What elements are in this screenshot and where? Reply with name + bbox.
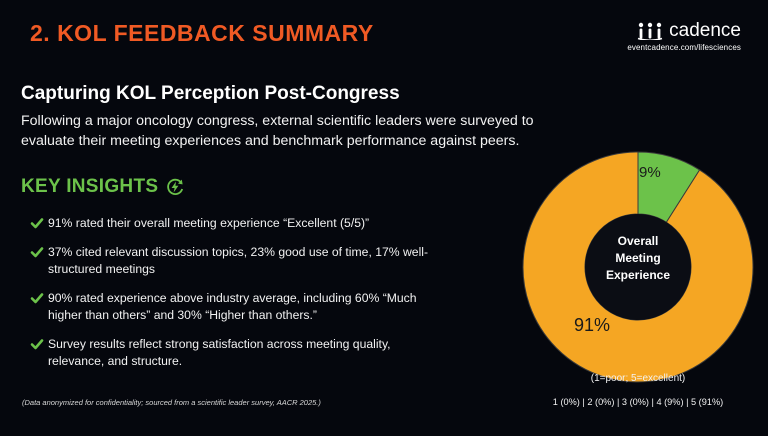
check-icon xyxy=(30,339,44,350)
insight-text: Survey results reflect strong satisfacti… xyxy=(48,337,391,368)
check-icon xyxy=(30,247,44,258)
brand-name: cadence xyxy=(669,20,741,41)
slice-label-91: 91% xyxy=(574,315,611,335)
lightning-refresh-icon xyxy=(167,178,184,195)
insight-item: 37% cited relevant discussion topics, 23… xyxy=(30,244,450,278)
donut-hole xyxy=(585,214,691,320)
scale-values: 1 (0%) | 2 (0%) | 3 (0%) | 4 (9%) | 5 (9… xyxy=(552,397,724,407)
scale-note: (1=poor; 5=excellent) xyxy=(590,373,686,384)
donut-chart xyxy=(522,151,754,383)
check-icon xyxy=(30,218,44,229)
center-label-line: Overall xyxy=(617,234,659,248)
page-title: 2. KOL FEEDBACK SUMMARY xyxy=(30,20,374,46)
brand-url: eventcadence.com/lifesciences xyxy=(627,43,741,52)
center-label-line: Meeting xyxy=(615,251,661,265)
section-subtitle: Capturing KOL Perception Post-Congress xyxy=(21,83,400,104)
insight-text: 90% rated experience above industry aver… xyxy=(48,291,417,322)
check-icon xyxy=(30,293,44,304)
donut-center-label: Overall Meeting Experience xyxy=(521,233,755,284)
center-label-line: Experience xyxy=(605,268,671,282)
insight-item: 90% rated experience above industry aver… xyxy=(30,290,450,324)
insights-list: 91% rated their overall meeting experien… xyxy=(30,215,450,382)
insight-text: 91% rated their overall meeting experien… xyxy=(48,216,370,230)
slice-label-9: 9% xyxy=(639,164,661,181)
brand-logo: cadence eventcadence.com/lifesciences xyxy=(591,20,741,52)
source-footnote: (Data anonymized for confidentiality; so… xyxy=(22,398,321,407)
insights-heading: KEY INSIGHTS xyxy=(21,176,185,198)
insight-item: Survey results reflect strong satisfacti… xyxy=(30,336,450,370)
insight-text: 37% cited relevant discussion topics, 23… xyxy=(48,245,429,276)
insight-item: 91% rated their overall meeting experien… xyxy=(30,215,450,232)
intro-text: Following a major oncology congress, ext… xyxy=(21,113,534,149)
people-group-icon xyxy=(637,22,663,40)
insights-title: KEY INSIGHTS xyxy=(21,176,159,197)
